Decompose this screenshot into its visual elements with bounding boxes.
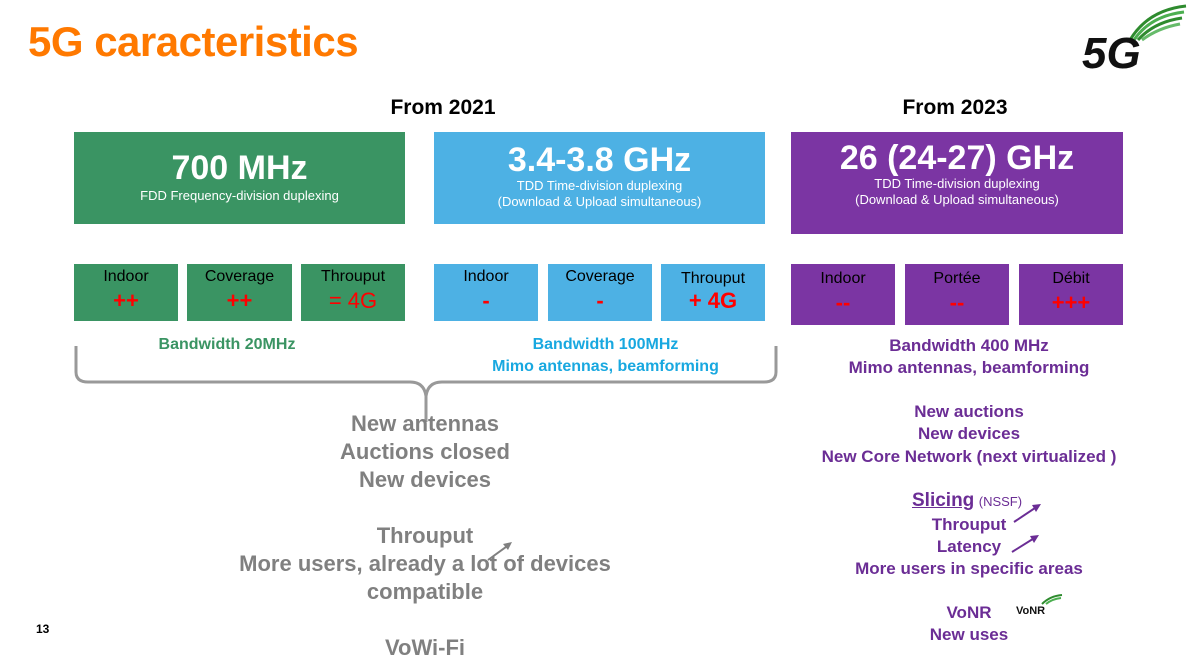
cell-debit: Débit +++ [1019,264,1123,325]
band-700mhz: 700 MHz FDD Frequency-division duplexing [74,132,405,224]
cell-coverage: Coverage - [548,264,652,321]
cell-indoor: Indoor -- [791,264,895,325]
band-duplexing-note: (Download & Upload simultaneous) [855,192,1059,207]
band-frequency: 26 (24-27) GHz [839,139,1075,177]
slicing-line: Slicing (NSSF) [912,490,1022,512]
right-line: New Core Network (next virtualized ) [821,447,1117,466]
cell-indoor: Indoor - [434,264,538,321]
band-duplexing: TDD Time-division duplexing [874,176,1040,191]
right-line: New uses [929,625,1009,644]
cell-throuput: Throuput = 4G [301,264,405,321]
cell-coverage: Coverage ++ [187,264,292,321]
left-line: New devices [358,467,492,492]
vonr-logo: VoNR [1016,594,1064,618]
band-duplexing: TDD Time-division duplexing [516,178,683,193]
band-frequency: 700 MHz [171,149,308,187]
bandwidth-700mhz: Bandwidth 20MHz [158,336,296,353]
left-line: Auctions closed [340,439,510,464]
cell-portee: Portée -- [905,264,1009,325]
page-number: 13 [36,622,50,636]
increase-arrow-icon [1013,504,1041,523]
slicing-label: Slicing [912,490,975,511]
period-2021: From 2021 [390,96,496,119]
band-duplexing: FDD Frequency-division duplexing [140,188,339,203]
page-title: 5G caracteristics [28,18,359,65]
right-line: New auctions [914,402,1024,421]
svg-text:5G: 5G [1082,29,1141,74]
cell-indoor: Indoor ++ [74,264,178,321]
band-3-4ghz: 3.4-3.8 GHz TDD Time-division duplexing … [434,132,765,224]
left-line: New antennas [351,411,499,436]
band-26ghz: 26 (24-27) GHz TDD Time-division duplexi… [791,132,1123,234]
increase-arrow-icon [1011,535,1039,553]
left-line: More users, already a lot of devices [239,551,611,576]
right-line: Throuput [931,515,1007,534]
increase-arrow-icon [487,542,512,561]
bandwidth-26ghz: Bandwidth 400 MHz [889,336,1049,355]
antennas-3-4ghz: Mimo antennas, beamforming [492,358,719,375]
band-duplexing-note: (Download & Upload simultaneous) [497,194,702,209]
svg-text:VoNR: VoNR [1016,605,1045,617]
right-line: Latency [936,537,1002,556]
left-line: VoWi-Fi [384,635,466,660]
right-line: New devices [917,424,1021,443]
nssf-label: (NSSF) [978,494,1023,509]
cell-throuput: Throuput + 4G [661,264,765,321]
right-line: VoNR [946,603,992,622]
5g-logo: 5G [1078,2,1188,78]
bandwidth-3-4ghz: Bandwidth 100MHz [532,336,679,353]
antennas-26ghz: Mimo antennas, beamforming [848,358,1090,377]
period-2023: From 2023 [902,96,1008,119]
left-line: Throuput [376,523,474,548]
band-frequency: 3.4-3.8 GHz [507,141,692,179]
left-line: compatible [366,579,484,604]
grouping-brace [74,346,778,422]
right-line: More users in specific areas [855,559,1083,578]
